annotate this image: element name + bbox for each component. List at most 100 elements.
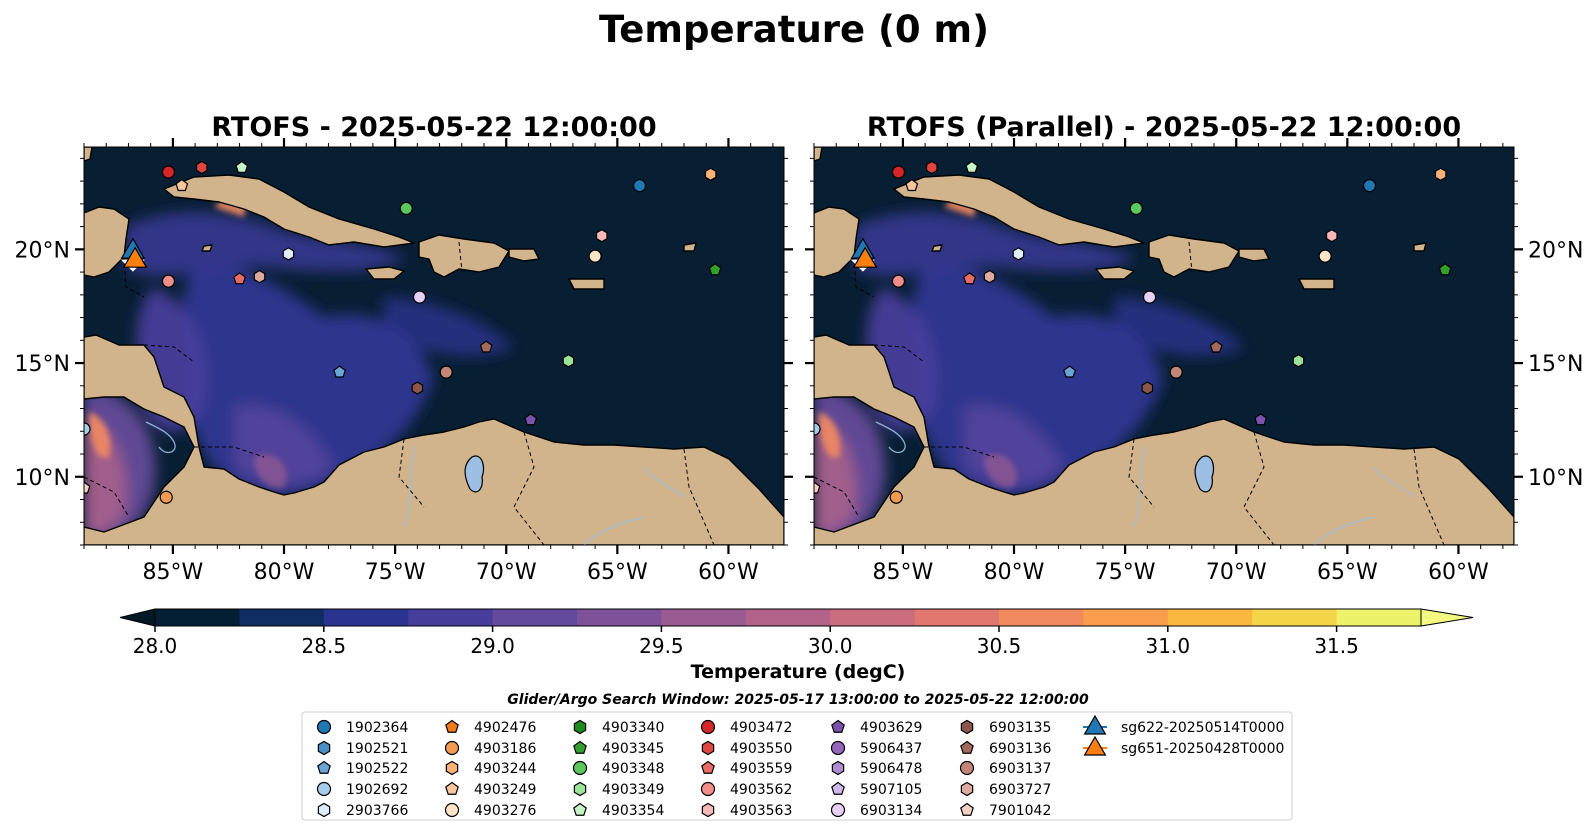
legend-marker-1902692 (316, 781, 332, 797)
float-marker-4903340 (1053, 93, 1063, 105)
float-marker-4903349 (562, 354, 575, 368)
legend-label-6903137: 6903137 (989, 761, 1051, 777)
y-tick-label: 20°N (1528, 238, 1583, 263)
colorbar-tick-label: 29.5 (639, 634, 684, 658)
colorbar-extend-high (1420, 608, 1474, 627)
y-axis-rtofs: 10°N 15°N 20°N (15, 157, 793, 546)
legend-marker-4903562 (700, 781, 716, 797)
float-marker-1902692 (814, 422, 821, 436)
legend-marker-7901042 (960, 802, 974, 816)
legend-marker-4903349 (573, 781, 587, 797)
legend-marker-4902476 (445, 719, 459, 733)
legend-label-4903550: 4903550 (730, 741, 792, 757)
float-marker-4903629 (1254, 413, 1268, 426)
float-marker-5907105 (183, 93, 194, 104)
float-marker-4903559 (233, 272, 246, 285)
colorbar-segment (1167, 609, 1253, 626)
float-marker-4903244 (1434, 167, 1447, 181)
y-tick-label: 15°N (1528, 352, 1583, 377)
legend-label-6903136: 6903136 (989, 741, 1051, 757)
legend-marker-1902522 (317, 760, 331, 774)
float-marker-6903136 (479, 340, 493, 353)
y-axis-rtofs-parallel: 10°N 15°N 20°N (805, 157, 1583, 546)
colorbar-tick-label: 30.0 (808, 634, 853, 658)
float-marker-6903727 (983, 269, 996, 284)
colorbar-segment (830, 609, 916, 626)
legend-marker-5906437 (830, 740, 846, 756)
float-marker-4903348 (399, 201, 413, 216)
x-tick-label: 80°W (984, 560, 1045, 585)
colorbar-segment (1083, 609, 1169, 626)
legend-marker-1902364 (316, 719, 332, 735)
legend-label-5906437: 5906437 (860, 741, 922, 757)
colorbar-segment (745, 609, 831, 626)
legend-label-4903186: 4903186 (474, 741, 536, 757)
float-marker-4903563 (1325, 229, 1338, 243)
legend-marker-sg622-20250514T0000 (1083, 714, 1107, 735)
x-axis-rtofs: 85°W 80°W 75°W 70°W 65°W 60°W (83, 138, 774, 585)
y-tick-label: 20°N (15, 238, 70, 263)
colorbar-segment (323, 609, 409, 626)
float-marker-4903354 (235, 160, 249, 173)
panel-title-rtofs-parallel: RTOFS (Parallel) - 2025-05-22 12:00:00 (867, 112, 1461, 143)
legend-label-6903134: 6903134 (860, 803, 922, 819)
x-tick-label: 60°W (1428, 560, 1489, 585)
colorbar-frame (154, 608, 1422, 627)
float-marker-4903276 (588, 249, 602, 263)
y-tick-label: 10°N (15, 466, 70, 491)
float-marker-4903472 (161, 165, 176, 179)
x-tick-label: 75°W (1095, 560, 1156, 585)
legend-marker-6903727 (960, 781, 974, 797)
x-tick-label: 80°W (254, 560, 315, 585)
float-marker-4903550 (195, 160, 208, 175)
colorbar-tick-label: 31.0 (1146, 634, 1191, 658)
legend-label-2903766: 2903766 (346, 803, 408, 819)
glider-marker-sg651-20250428T0000 (852, 246, 878, 268)
legend-label-4903349: 4903349 (602, 782, 664, 798)
float-marker-1902692 (84, 422, 91, 436)
x-tick-label: 75°W (365, 560, 426, 585)
legend-label-4903348: 4903348 (602, 761, 664, 777)
float-marker-1902364 (632, 179, 647, 193)
figure-suptitle: Temperature (0 m) (599, 8, 989, 51)
x-tick-label: 65°W (1317, 560, 1378, 585)
colorbar-segment (492, 609, 578, 626)
float-marker-4903340 (323, 93, 333, 105)
search-window-text: Glider/Argo Search Window: 2025-05-17 13… (507, 692, 1089, 708)
x-axis-rtofs-parallel: 85°W 80°W 75°W 70°W 65°W 60°W (813, 138, 1504, 585)
colorbar-tick-label: 28.5 (302, 634, 347, 658)
colorbar-segment (661, 609, 747, 626)
legend-label-4903249: 4903249 (474, 782, 536, 798)
float-marker-6903134 (412, 290, 427, 304)
legend-marker-sg651-20250428T0000 (1083, 735, 1107, 756)
float-marker-6903727 (253, 269, 266, 284)
float-marker-4903348 (1129, 201, 1143, 216)
legend-label-4903354: 4903354 (602, 803, 664, 819)
map-panel-rtofs-parallel: 85°W 80°W 75°W 70°W 65°W 60°W 10°N 15°N 20°N RT… (805, 93, 1583, 585)
float-marker-7901042 (84, 481, 91, 494)
legend-marker-6903134 (830, 802, 846, 818)
map-panel-rtofs: 85°W 80°W 75°W 70°W 65°W 60°W 10°N 15°N 20°N RT… (15, 93, 793, 585)
legend-marker-4903559 (701, 760, 715, 774)
colorbar-segment (914, 609, 1000, 626)
colorbar-segment (1336, 609, 1422, 626)
legend-marker-4903276 (444, 802, 460, 818)
legend-label-4903345: 4903345 (602, 741, 664, 757)
float-marker-6903137 (1169, 365, 1183, 379)
colorbar-tick-label: 29.0 (470, 634, 515, 658)
float-marker-1902521 (975, 96, 985, 108)
float-marker-5906478 (1020, 98, 1030, 110)
legend-label-5907105: 5907105 (860, 782, 922, 798)
float-marker-4903550 (925, 160, 938, 175)
panel-title-rtofs: RTOFS - 2025-05-22 12:00:00 (211, 112, 656, 143)
legend-marker-4903340 (573, 719, 587, 735)
colorbar-tick-label: 30.5 (977, 634, 1022, 658)
legend-label-6903135: 6903135 (989, 720, 1051, 736)
float-marker-4903249 (905, 178, 919, 192)
float-marker-2903766 (1012, 247, 1025, 261)
legend-marker-2903766 (317, 802, 331, 818)
legend-marker-4903629 (831, 719, 845, 733)
x-tick-label: 70°W (476, 560, 537, 585)
legend-marker-5906478 (831, 760, 845, 776)
